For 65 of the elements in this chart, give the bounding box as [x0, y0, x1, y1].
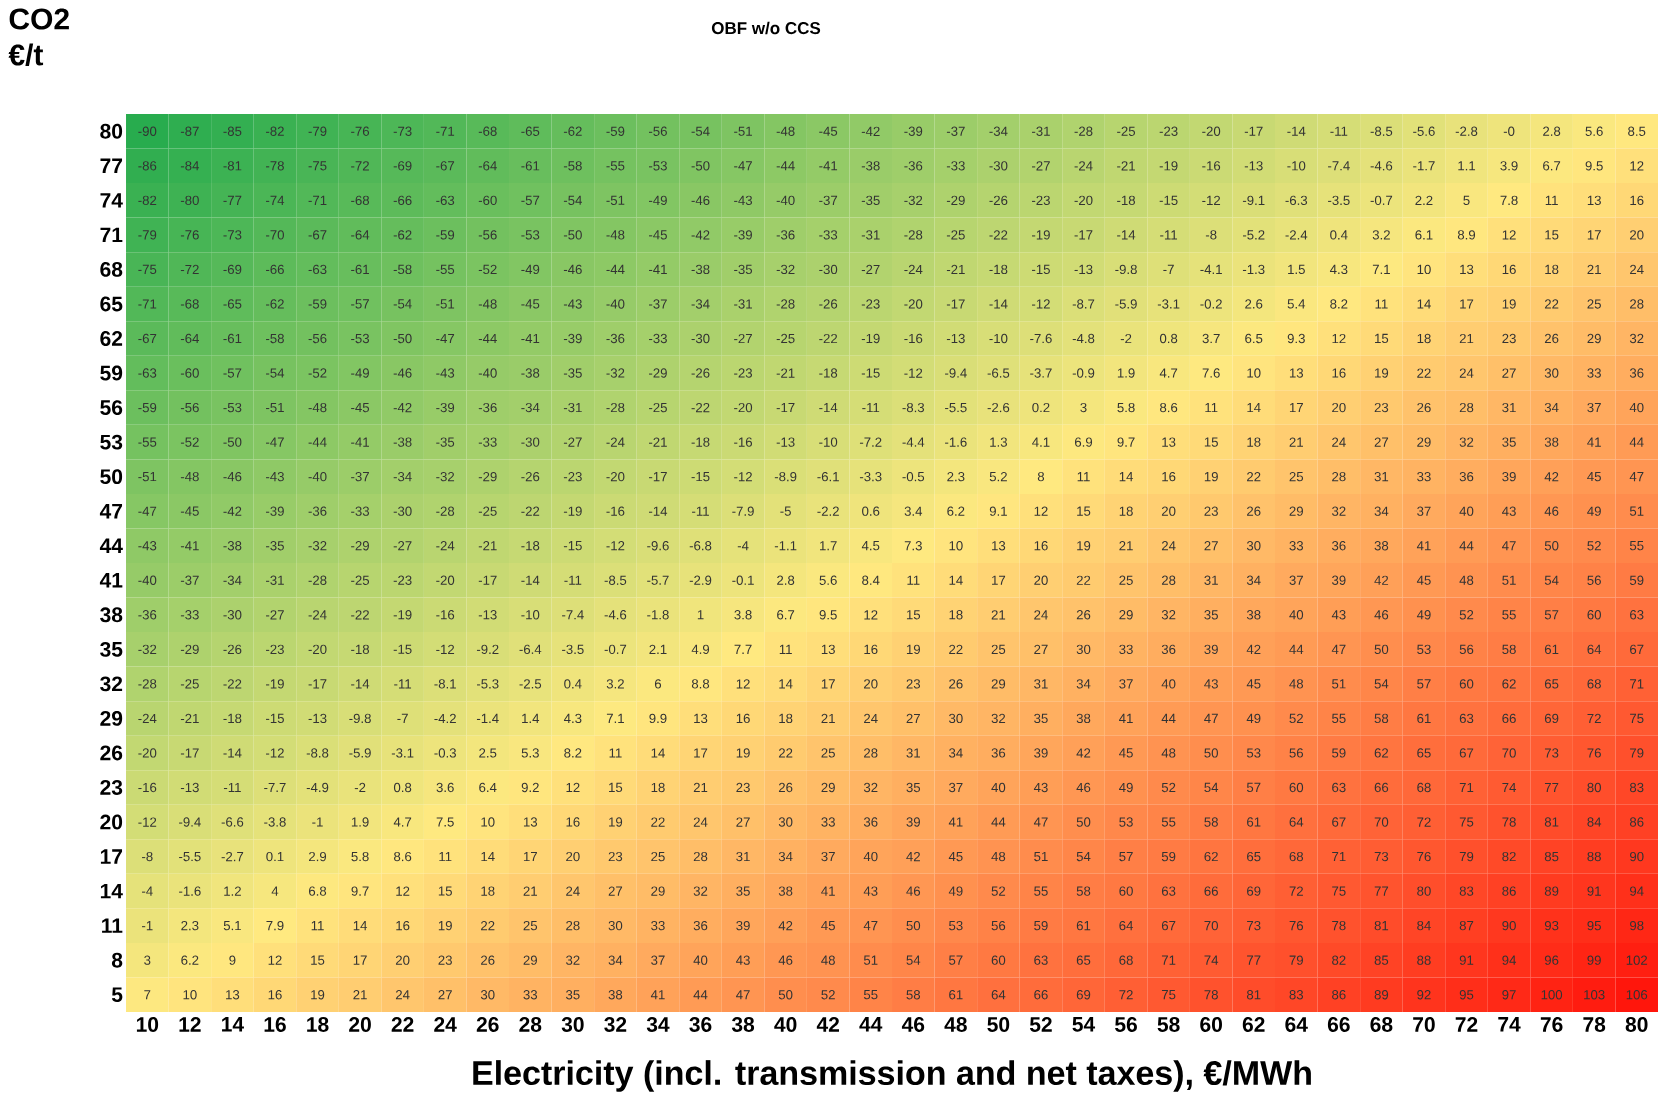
x-tick-label: 70	[1413, 1017, 1435, 1032]
x-tick-label: 36	[689, 1017, 712, 1032]
x-tick-label: 52	[1029, 1017, 1052, 1032]
y-tick-label: 8	[111, 952, 123, 968]
x-tick-label: 24	[434, 1017, 457, 1032]
x-tick-label: 50	[987, 1017, 1010, 1032]
x-tick-label: 56	[1115, 1017, 1137, 1032]
x-tick-label: 26	[476, 1017, 499, 1032]
y-tick-label: 80	[100, 123, 123, 139]
x-tick-label: 40	[774, 1017, 797, 1032]
x-tick-label: 72	[1455, 1017, 1478, 1032]
x-tick-label: 62	[1242, 1017, 1265, 1032]
x-tick-label: 12	[179, 1017, 201, 1032]
x-tick-label: 58	[1157, 1017, 1180, 1032]
y-tick-label: 41	[99, 573, 123, 588]
x-tick-label: 28	[519, 1017, 542, 1032]
y-tick-label: 35	[100, 641, 123, 657]
y-tick-label: 56	[100, 400, 123, 416]
x-tick-label: 10	[136, 1017, 159, 1032]
y-axis-title: CO2 €/t	[8, 8, 69, 66]
x-tick-label: 32	[604, 1017, 627, 1032]
y-tick-label: 71	[100, 227, 123, 243]
x-tick-label: 60	[1200, 1017, 1222, 1032]
y-tick-label: 74	[100, 193, 123, 208]
x-tick-label: 46	[901, 1017, 925, 1032]
x-tick-label: 76	[1540, 1017, 1563, 1032]
x-tick-label: 38	[731, 1017, 755, 1032]
x-tick-label: 68	[1370, 1017, 1393, 1032]
x-tick-label: 14	[222, 1017, 244, 1032]
y-tick-label: 11	[102, 918, 123, 933]
x-tick-label: 16	[264, 1017, 286, 1032]
y-tick-label: 53	[100, 434, 123, 450]
chart-title: OBF w/o CCS	[711, 21, 821, 35]
y-tick-label: 5	[111, 987, 123, 1003]
y-tick-label: 14	[100, 883, 123, 899]
x-tick-label: 48	[944, 1017, 967, 1032]
y-tick-label: 23	[100, 780, 123, 795]
y-tick-label: 44	[99, 538, 123, 553]
y-tick-label: 32	[100, 676, 123, 692]
y-tick-label: 38	[100, 607, 123, 623]
x-tick-label: 22	[391, 1017, 414, 1032]
y-tick-label: 62	[100, 331, 123, 346]
x-tick-label: 78	[1583, 1017, 1606, 1032]
x-tick-label: 18	[307, 1017, 329, 1032]
y-tick-label: 20	[100, 814, 123, 830]
y-tick-label: 77	[100, 158, 123, 174]
y-tick-label: 29	[100, 710, 123, 726]
x-tick-label: 34	[646, 1017, 670, 1032]
x-tick-label: 30	[561, 1017, 584, 1032]
x-tick-label: 80	[1625, 1017, 1648, 1032]
x-tick-label: 64	[1285, 1017, 1308, 1032]
y-tick-label: 26	[100, 745, 123, 761]
y-tick-label: 65	[100, 296, 123, 312]
x-tick-label: 42	[816, 1017, 839, 1032]
x-tick-label: 74	[1498, 1017, 1521, 1032]
x-tick-label: 44	[859, 1017, 883, 1032]
y-tick-label: 17	[100, 849, 123, 864]
y-tick-label: 50	[100, 469, 123, 485]
x-axis-title: Electricity (incl. transmission and net taxes), €/MWh	[473, 1060, 1311, 1092]
x-tick-label: 66	[1327, 1017, 1350, 1032]
x-tick-label: 54	[1072, 1017, 1096, 1032]
y-tick-label: 47	[99, 503, 123, 519]
x-tick-label: 20	[349, 1017, 371, 1032]
y-tick-label: 59	[100, 365, 123, 381]
y-tick-label: 68	[100, 262, 123, 277]
